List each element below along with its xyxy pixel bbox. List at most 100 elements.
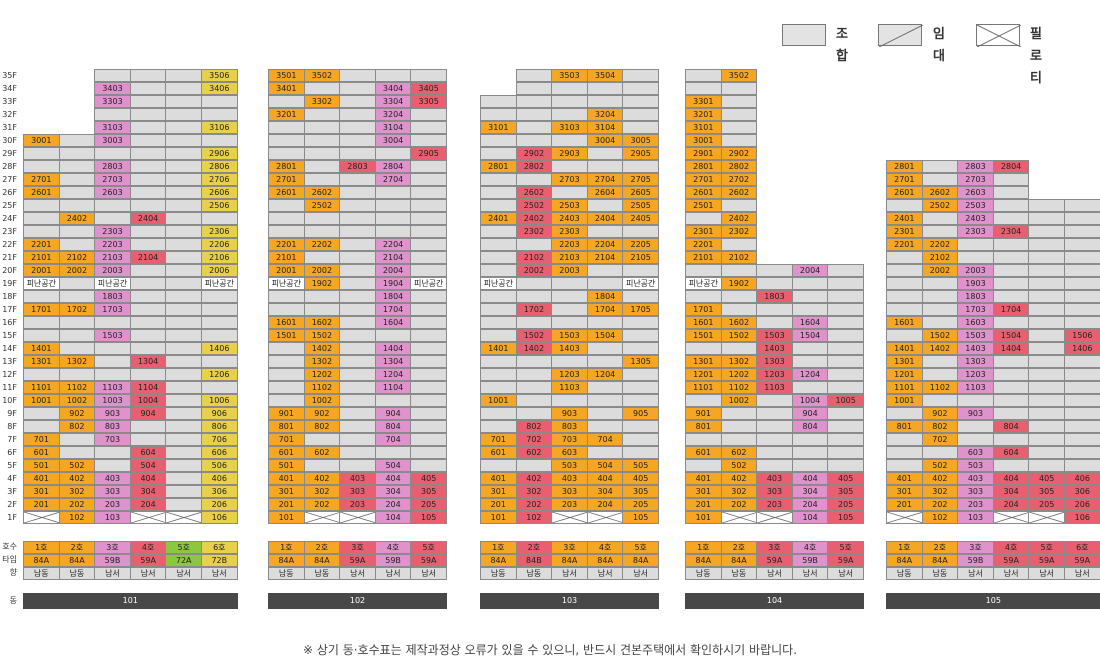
- empty-cell: [165, 472, 202, 485]
- unit-cell: 302: [921, 485, 959, 498]
- unit-cell: 502: [921, 459, 959, 472]
- unit-cell: 1803: [756, 290, 793, 303]
- empty-cell: [756, 277, 793, 290]
- unit-cell: 2801: [886, 160, 923, 173]
- unit-cell: 704: [374, 433, 412, 446]
- floor-label: 19F: [2, 279, 17, 288]
- unit-cell: 3406: [201, 82, 238, 95]
- empty-cell: [480, 459, 517, 472]
- unit-cell: 302: [720, 485, 758, 498]
- unit-cell: 1102: [58, 381, 96, 394]
- unit-cell: 피난공간: [94, 277, 131, 290]
- empty-cell: [303, 160, 341, 173]
- empty-cell: [303, 290, 341, 303]
- unit-cell: 103: [957, 511, 994, 524]
- unit-cell: 1005: [827, 394, 864, 407]
- empty-cell: [992, 199, 1030, 212]
- unit-cell: 2902: [515, 147, 553, 160]
- unit-cell: 3103: [94, 121, 131, 134]
- empty-cell: [268, 225, 305, 238]
- empty-cell: [410, 160, 447, 173]
- floor-label: 10F: [2, 396, 17, 405]
- unit-cell: 804: [992, 420, 1030, 433]
- empty-cell: [1064, 199, 1100, 212]
- unit-number-cell: 5호: [165, 541, 202, 554]
- empty-cell: [23, 160, 60, 173]
- empty-cell: [129, 121, 167, 134]
- empty-cell: [165, 173, 202, 186]
- floor-label: 31F: [2, 123, 17, 132]
- empty-cell: [303, 433, 341, 446]
- unit-cell: 3005: [622, 134, 659, 147]
- empty-cell: [551, 82, 588, 95]
- empty-cell: [586, 381, 624, 394]
- unit-cell: 1001: [23, 394, 60, 407]
- unit-number-cell: 5호: [410, 541, 447, 554]
- empty-cell: [827, 329, 864, 342]
- unit-cell: 401: [23, 472, 60, 485]
- empty-cell: [165, 225, 202, 238]
- floor-label: 24F: [2, 214, 17, 223]
- empty-cell: [374, 446, 412, 459]
- unit-cell: 504: [374, 459, 412, 472]
- empty-cell: [23, 147, 60, 160]
- empty-cell: [268, 394, 305, 407]
- empty-cell: [622, 69, 659, 82]
- unit-cell: 2702: [720, 173, 758, 186]
- empty-cell: [94, 459, 131, 472]
- empty-cell: [1064, 433, 1100, 446]
- empty-cell: [480, 368, 517, 381]
- floor-label: 33F: [2, 97, 17, 106]
- empty-cell: [165, 316, 202, 329]
- empty-cell: [756, 459, 793, 472]
- empty-cell: [515, 407, 553, 420]
- unit-cell: 2506: [201, 199, 238, 212]
- empty-cell: [921, 277, 959, 290]
- unit-cell: 305: [622, 485, 659, 498]
- unit-cell: 2204: [586, 238, 624, 251]
- unit-type-cell: 84A: [303, 554, 341, 567]
- unit-cell: 1002: [303, 394, 341, 407]
- unit-cell: 3201: [685, 108, 722, 121]
- unit-cell: 1003: [94, 394, 131, 407]
- empty-cell: [921, 355, 959, 368]
- empty-cell: [268, 355, 305, 368]
- unit-cell: 304: [586, 485, 624, 498]
- empty-cell: [129, 69, 167, 82]
- empty-cell: [303, 108, 341, 121]
- empty-cell: [303, 82, 341, 95]
- unit-cell: 2102: [921, 251, 959, 264]
- empty-cell: [129, 134, 167, 147]
- empty-cell: [339, 147, 376, 160]
- empty-cell: [622, 433, 659, 446]
- empty-cell: [720, 134, 758, 147]
- floor-label: 21F: [2, 253, 17, 262]
- empty-cell: [374, 69, 412, 82]
- empty-cell: [1064, 316, 1100, 329]
- unit-number-cell: 4호: [374, 541, 412, 554]
- unit-cell: 1601: [685, 316, 722, 329]
- unit-cell: 2604: [586, 186, 624, 199]
- unit-cell: 305: [410, 485, 447, 498]
- empty-cell: [94, 147, 131, 160]
- empty-cell: [827, 368, 864, 381]
- unit-cell: 404: [791, 472, 829, 485]
- empty-cell: [720, 303, 758, 316]
- empty-cell: [410, 69, 447, 82]
- empty-cell: [129, 277, 167, 290]
- unit-cell: 1403: [957, 342, 994, 355]
- empty-cell: [886, 251, 923, 264]
- empty-cell: [165, 186, 202, 199]
- unit-cell: 2503: [551, 199, 588, 212]
- empty-cell: [622, 381, 659, 394]
- unit-cell: 3302: [303, 95, 341, 108]
- unit-cell: 2004: [791, 264, 829, 277]
- empty-cell: [339, 459, 376, 472]
- empty-cell: [515, 368, 553, 381]
- unit-cell: 2804: [992, 160, 1030, 173]
- empty-cell: [268, 368, 305, 381]
- unit-cell: 2501: [685, 199, 722, 212]
- empty-cell: [268, 212, 305, 225]
- empty-cell: [685, 264, 722, 277]
- empty-cell: [1028, 290, 1065, 303]
